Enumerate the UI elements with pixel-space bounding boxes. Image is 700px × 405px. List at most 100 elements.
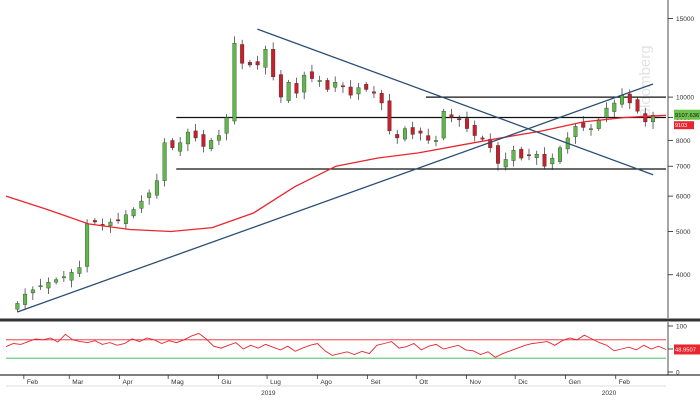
price-tick-label: 15000 bbox=[676, 16, 694, 23]
candle-body bbox=[503, 159, 508, 168]
candle-body bbox=[294, 83, 299, 94]
price-tick-label: 7000 bbox=[676, 164, 691, 171]
candle-body bbox=[550, 157, 555, 165]
osc-tick-label: 100 bbox=[676, 324, 687, 331]
candle-body bbox=[85, 223, 90, 267]
candle-body bbox=[635, 99, 640, 112]
candle-body bbox=[379, 93, 384, 104]
downtrend-line bbox=[257, 28, 654, 176]
x-tick-label: Lug bbox=[270, 379, 281, 386]
candle-body bbox=[426, 135, 431, 141]
candle-body bbox=[581, 122, 586, 128]
candle-body bbox=[123, 214, 128, 224]
x-tick-label: Set bbox=[371, 379, 381, 386]
oscillator-value-label: 48.9507 bbox=[675, 347, 696, 353]
last-price-label: 9107.6367 bbox=[675, 113, 700, 119]
x-tick-label: Apr bbox=[123, 379, 134, 386]
candle-body bbox=[441, 110, 446, 139]
candle-body bbox=[433, 140, 438, 142]
oscillator-value-tag bbox=[674, 344, 700, 355]
candle-body bbox=[278, 74, 283, 98]
moving-average-line bbox=[5, 114, 667, 233]
candle-body bbox=[255, 61, 260, 66]
candle-body bbox=[286, 81, 291, 101]
candle-body bbox=[418, 130, 423, 134]
candle-body bbox=[511, 150, 516, 161]
uptrend-line bbox=[17, 83, 654, 313]
candle-body bbox=[154, 180, 159, 196]
candle-body bbox=[651, 115, 656, 123]
x-tick-label: Ott bbox=[419, 379, 428, 386]
candle-body bbox=[224, 117, 229, 134]
candle-body bbox=[162, 142, 167, 181]
candle-body bbox=[193, 130, 198, 139]
candle-body bbox=[620, 94, 624, 105]
candle-body bbox=[23, 293, 28, 305]
candle-body bbox=[69, 272, 74, 281]
candle-body bbox=[402, 128, 407, 140]
candle-body bbox=[449, 114, 454, 118]
price-tick-label: 8000 bbox=[676, 138, 691, 145]
watermark: Bloomberg bbox=[637, 45, 654, 118]
x-tick-label: Mag bbox=[171, 379, 184, 386]
candle-body bbox=[340, 85, 345, 88]
candle-body bbox=[302, 74, 307, 93]
candle-body bbox=[15, 303, 20, 310]
price-tick-label: 5000 bbox=[676, 229, 691, 236]
x-tick-label: Gen bbox=[568, 379, 581, 386]
moving-average-tag-label: 9103 bbox=[675, 123, 687, 129]
candle-body bbox=[247, 62, 252, 66]
candle-body bbox=[465, 118, 469, 129]
x-tick-label: Feb bbox=[27, 379, 39, 386]
x-tick-label: Nov bbox=[470, 379, 482, 386]
last-price-tag bbox=[674, 109, 700, 120]
year-label: 2020 bbox=[602, 390, 617, 397]
candle-body bbox=[527, 154, 531, 157]
candle-body bbox=[612, 102, 617, 112]
candle-body bbox=[325, 80, 330, 90]
candle-body bbox=[356, 87, 361, 95]
candle-body bbox=[209, 140, 214, 150]
candle-body bbox=[472, 124, 477, 136]
candle-body bbox=[558, 147, 562, 162]
candle-body bbox=[573, 126, 578, 137]
candle-body bbox=[38, 285, 43, 288]
candle-body bbox=[317, 80, 322, 82]
x-tick-label: Mar bbox=[72, 379, 84, 386]
candle-body bbox=[309, 71, 314, 79]
x-tick-label: Feb bbox=[619, 379, 631, 386]
candle-body bbox=[54, 279, 59, 283]
x-tick-label: Giu bbox=[221, 379, 232, 386]
candle-body bbox=[131, 209, 136, 217]
x-tick-label: Dic bbox=[518, 379, 528, 386]
year-label: 2019 bbox=[261, 390, 276, 397]
candle-body bbox=[496, 145, 500, 164]
candle-body bbox=[178, 142, 183, 152]
candle-body bbox=[108, 221, 113, 226]
candle-body bbox=[519, 148, 524, 159]
x-tick-label: Ago bbox=[320, 379, 332, 386]
candle-body bbox=[348, 86, 353, 96]
price-tick-label: 6000 bbox=[676, 194, 691, 201]
candle-body bbox=[77, 267, 82, 274]
candle-body bbox=[201, 134, 206, 147]
candle-body bbox=[534, 153, 539, 158]
candle-body bbox=[263, 49, 268, 68]
candle-body bbox=[371, 91, 376, 94]
price-tick-label: 10000 bbox=[676, 95, 694, 102]
candle-body bbox=[116, 219, 121, 222]
candle-body bbox=[364, 83, 369, 90]
candle-body bbox=[333, 81, 338, 88]
candle-body bbox=[627, 93, 632, 104]
candle-body bbox=[589, 128, 593, 130]
candle-body bbox=[61, 276, 66, 279]
candle-body bbox=[542, 153, 547, 167]
candle-body bbox=[185, 131, 190, 145]
candle-body bbox=[387, 100, 392, 132]
candle-body bbox=[643, 113, 648, 123]
oscillator-line bbox=[5, 332, 667, 358]
candle-body bbox=[170, 140, 175, 148]
moving-average-tag bbox=[674, 121, 694, 130]
